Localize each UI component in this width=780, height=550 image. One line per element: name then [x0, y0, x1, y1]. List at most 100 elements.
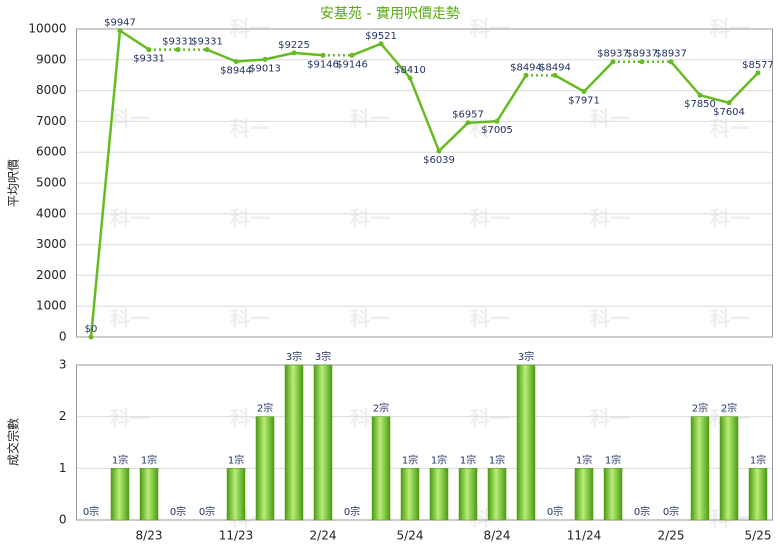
- chart-title: 安基苑 - 實用呎價走勢: [320, 5, 460, 22]
- bar: [110, 468, 130, 521]
- data-label: $9947: [104, 18, 136, 29]
- bar: [458, 468, 478, 521]
- line-point: [88, 334, 94, 340]
- line-point: [755, 70, 761, 76]
- line-segment: [235, 58, 266, 63]
- y-tick-label: 8000: [36, 83, 67, 97]
- watermark: 科一: [470, 407, 510, 431]
- data-label: $9146: [336, 59, 368, 70]
- line-point: [378, 41, 384, 47]
- data-label: $8937: [597, 49, 629, 60]
- line-segment: [670, 60, 701, 97]
- line-point: [726, 100, 732, 106]
- y-tick-label: 2: [59, 409, 67, 423]
- data-label: 1宗: [750, 453, 766, 466]
- line-segment: [438, 121, 469, 152]
- line-point: [146, 47, 152, 53]
- line-point: [639, 59, 645, 65]
- y-tick-label: 1000: [36, 299, 67, 313]
- data-label: 2宗: [257, 402, 273, 415]
- watermark: 科一: [230, 207, 270, 231]
- watermark: 科一: [230, 117, 270, 141]
- line-point: [117, 28, 123, 34]
- line-point: [494, 118, 500, 124]
- line-segment: [206, 48, 237, 63]
- data-label: 1宗: [112, 453, 128, 466]
- x-tick-label: 2/24: [310, 529, 337, 543]
- line-point: [262, 56, 268, 62]
- watermark: 科一: [350, 207, 390, 231]
- line-segment: [408, 77, 441, 152]
- watermark: 科一: [590, 407, 630, 431]
- x-tick-label: 11/23: [219, 529, 254, 543]
- data-label: $0: [85, 324, 98, 335]
- line-point: [523, 72, 529, 78]
- bar: [313, 364, 333, 521]
- line-point: [697, 92, 703, 98]
- bar: [226, 468, 246, 521]
- data-label: 1宗: [141, 453, 157, 466]
- y-tick-label: 9000: [36, 52, 67, 66]
- data-label: 1宗: [402, 453, 418, 466]
- line-point: [407, 75, 413, 81]
- bar: [574, 468, 594, 521]
- line-point: [204, 47, 210, 53]
- data-label: 2宗: [373, 402, 389, 415]
- x-tick-label: 5/25: [745, 529, 772, 543]
- data-label: 2宗: [692, 402, 708, 415]
- watermark: 科一: [110, 307, 150, 331]
- watermark: 科一: [710, 307, 750, 331]
- y-axis-label: 成交宗數: [6, 418, 21, 466]
- line-segment: [264, 51, 295, 61]
- bar: [371, 416, 391, 521]
- watermark: 科一: [110, 107, 150, 131]
- data-label: 1宗: [460, 453, 476, 466]
- watermark: 科一: [110, 407, 150, 431]
- x-tick-label: 11/24: [567, 529, 602, 543]
- x-tick-label: 5/24: [397, 529, 424, 543]
- line-segment: [293, 51, 324, 57]
- y-tick-label: 1: [59, 461, 67, 475]
- line-segment: [351, 42, 382, 57]
- data-label: $8494: [510, 62, 542, 73]
- line-segment: [583, 60, 614, 93]
- data-label: $8410: [394, 65, 426, 76]
- data-label: 1宗: [576, 453, 592, 466]
- line-segment: [467, 119, 498, 124]
- line-point: [465, 120, 471, 126]
- data-label: 3宗: [518, 350, 534, 363]
- x-tick-label: 2/25: [658, 529, 685, 543]
- x-tick-label: 8/23: [136, 529, 163, 543]
- line-segment: [699, 94, 730, 105]
- watermark: 科一: [470, 207, 510, 231]
- y-tick-label: 10000: [28, 22, 66, 36]
- watermark: 科一: [710, 207, 750, 231]
- data-label: 0宗: [547, 505, 563, 518]
- data-label: $9331: [162, 37, 194, 48]
- line-point: [552, 72, 558, 78]
- y-tick-label: 4000: [36, 206, 67, 220]
- line-segment: [554, 74, 585, 93]
- data-label: $8577: [742, 60, 774, 71]
- data-label: $7971: [568, 95, 600, 106]
- data-label: $7005: [481, 125, 513, 136]
- bar: [284, 364, 304, 521]
- line-segment: [380, 42, 411, 79]
- y-tick-label: 0: [59, 513, 67, 527]
- bar: [690, 416, 710, 521]
- data-label: $6039: [423, 155, 455, 166]
- bar: [487, 468, 507, 521]
- watermark: 科一: [230, 307, 270, 331]
- data-label: 1宗: [489, 453, 505, 466]
- y-tick-label: 0: [59, 330, 67, 344]
- y-tick-label: 3000: [36, 237, 67, 251]
- line-point: [175, 47, 181, 53]
- y-tick-label: 2000: [36, 268, 67, 282]
- watermark: 科一: [590, 107, 630, 131]
- line-point: [320, 52, 326, 58]
- line-point: [291, 50, 297, 56]
- data-label: $7850: [684, 99, 716, 110]
- data-label: 1宗: [228, 453, 244, 466]
- data-label: $9521: [365, 31, 397, 42]
- data-label: $9146: [307, 59, 339, 70]
